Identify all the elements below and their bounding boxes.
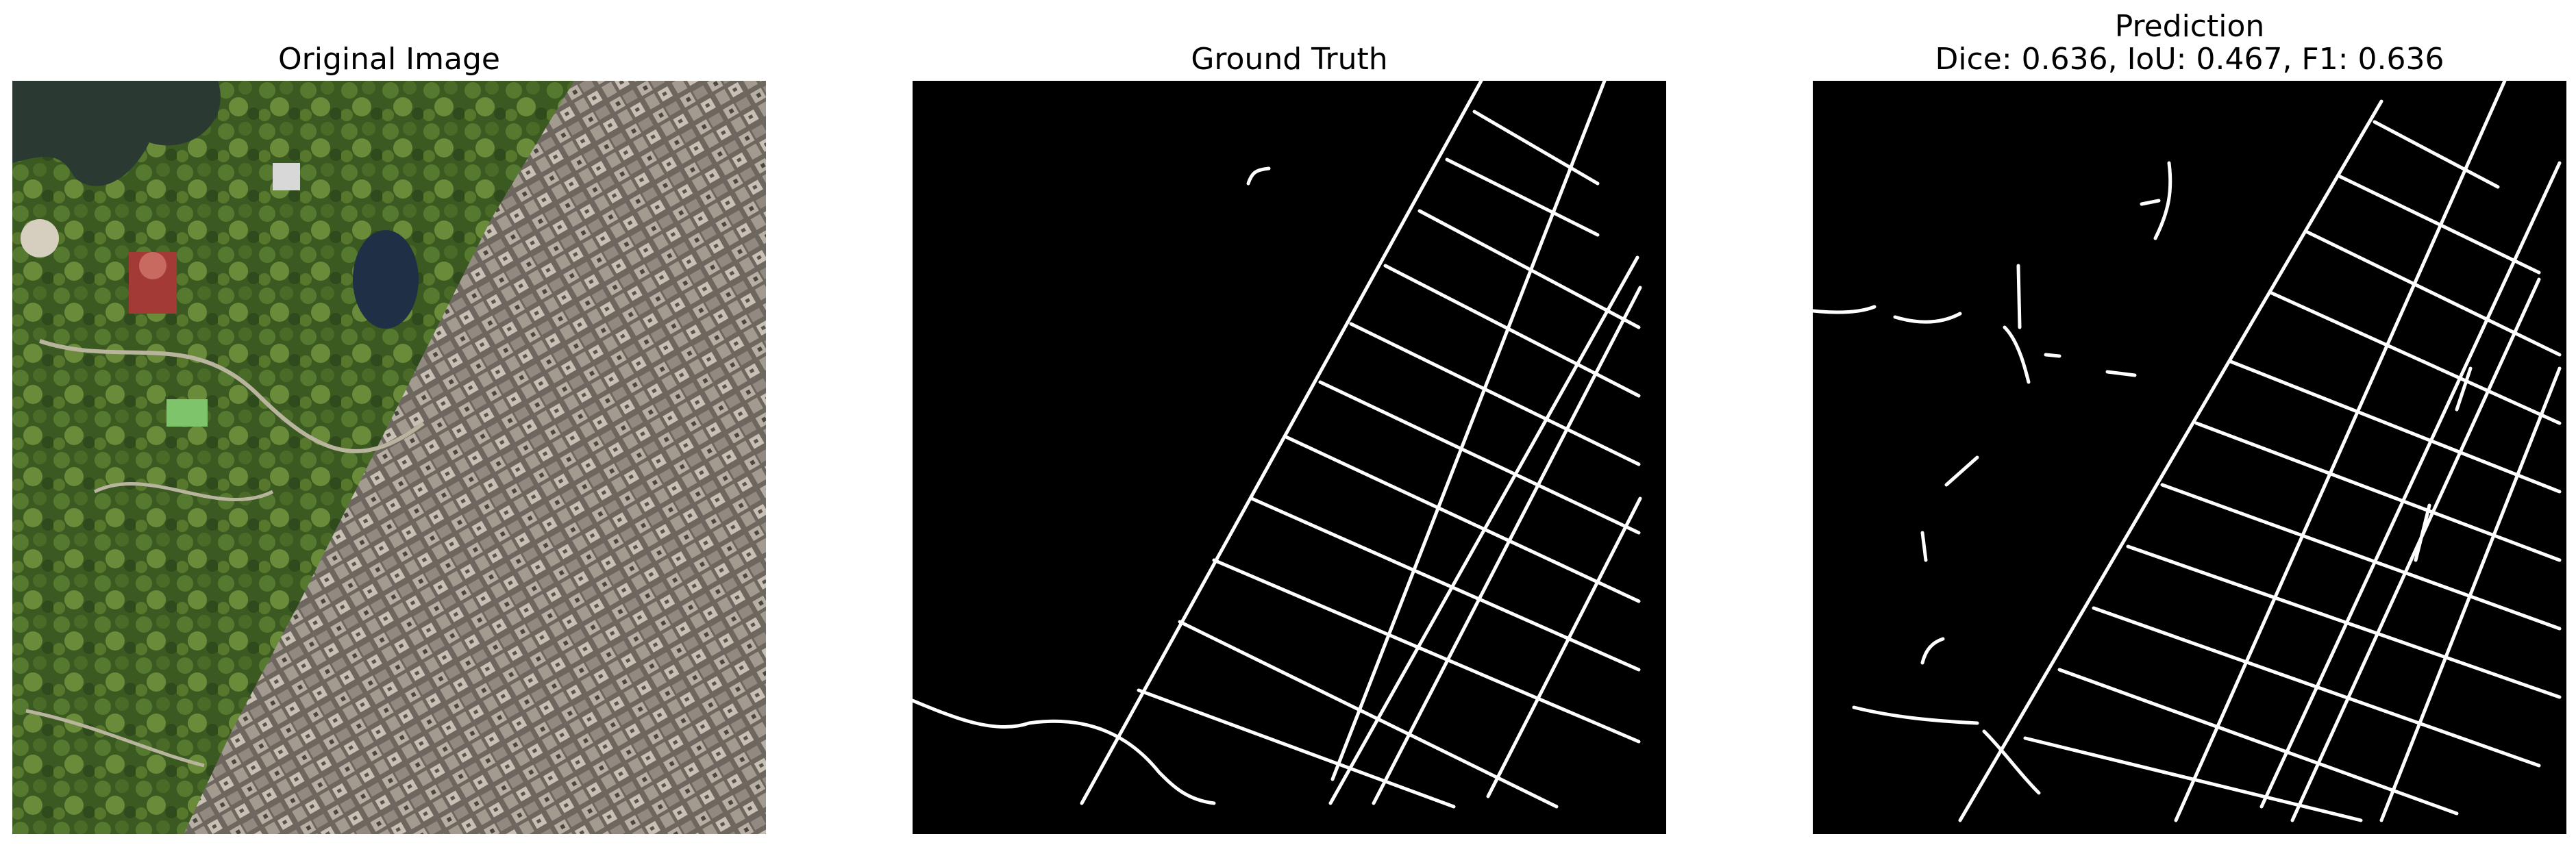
panel-title-original: Original Image bbox=[278, 42, 500, 77]
panel-title-ground-truth: Ground Truth bbox=[1191, 42, 1388, 77]
aerial-image-svg bbox=[12, 81, 766, 834]
panel-original: Original Image bbox=[12, 0, 766, 845]
panel-prediction: Prediction Dice: 0.636, IoU: 0.467, F1: … bbox=[1813, 0, 2566, 845]
ground-truth-svg bbox=[913, 81, 1642, 809]
prediction-svg bbox=[1813, 81, 2562, 822]
panel-metrics: Dice: 0.636, IoU: 0.467, F1: 0.636 bbox=[1935, 42, 2444, 77]
ground-truth-mask bbox=[913, 81, 1666, 834]
prediction-mask bbox=[1813, 81, 2566, 834]
panel-ground-truth: Ground Truth bbox=[913, 0, 1666, 845]
aerial-image bbox=[12, 81, 766, 834]
panel-title-prediction: Prediction bbox=[2114, 9, 2265, 44]
